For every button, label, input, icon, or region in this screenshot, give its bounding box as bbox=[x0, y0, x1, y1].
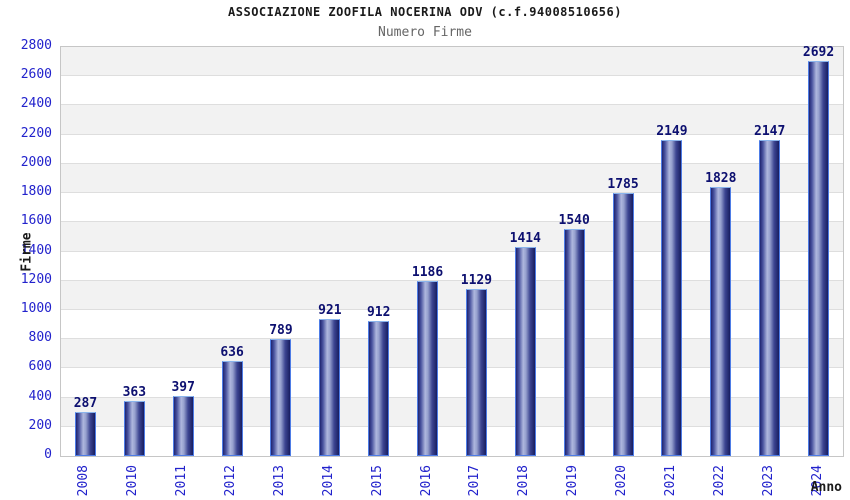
gridline bbox=[61, 75, 843, 77]
x-tick-label: 2011 bbox=[174, 465, 190, 497]
x-tick-label: 2008 bbox=[76, 465, 92, 497]
y-tick-label: 1200 bbox=[20, 271, 52, 287]
plot-area: 287 363 397 636 789 921 912 1186 1129 1414 1540 178… bbox=[60, 46, 844, 457]
bar-value-label: 789 bbox=[269, 323, 293, 338]
gridline bbox=[61, 338, 843, 340]
bar-2024 bbox=[808, 61, 830, 456]
bar-2015 bbox=[368, 321, 390, 456]
x-tick-label: 2015 bbox=[369, 465, 385, 497]
x-axis-title: Anno bbox=[810, 480, 842, 495]
plot-band bbox=[61, 47, 843, 77]
y-tick-label: 2800 bbox=[20, 38, 52, 53]
bar-value-label: 912 bbox=[366, 305, 391, 320]
x-tick-label: 2020 bbox=[614, 465, 630, 497]
y-tick-label: 2000 bbox=[20, 154, 52, 170]
bar-2008 bbox=[74, 412, 96, 456]
x-tick-label: 2012 bbox=[223, 465, 239, 497]
gridline bbox=[61, 133, 843, 135]
x-tick-label: 2018 bbox=[516, 465, 532, 497]
y-tick-label: 800 bbox=[28, 330, 52, 346]
chart-subtitle: Numero Firme bbox=[378, 25, 472, 40]
y-tick-label: 1800 bbox=[20, 184, 52, 200]
y-tick-label: 1400 bbox=[20, 242, 52, 258]
bar-2010 bbox=[123, 401, 145, 456]
gridline bbox=[61, 192, 843, 194]
x-tick-label: 2022 bbox=[711, 465, 727, 497]
bar-value-label: 921 bbox=[318, 303, 342, 318]
bar-2016 bbox=[417, 281, 439, 456]
bar-2019 bbox=[563, 229, 585, 456]
x-tick-label: 2017 bbox=[467, 465, 483, 497]
x-axis: 2008 2010 2011 2012 2013 2014 2015 2016 2017 2018… bbox=[60, 461, 842, 500]
bar-value-label: 2147 bbox=[754, 124, 786, 139]
y-tick-label: 600 bbox=[28, 359, 52, 375]
gridline bbox=[61, 221, 843, 223]
gridline bbox=[61, 396, 843, 398]
y-axis-title: Firme bbox=[19, 232, 35, 272]
x-tick-label: 2019 bbox=[565, 465, 581, 497]
x-tick-label: 2013 bbox=[271, 465, 287, 497]
y-tick-label: 1600 bbox=[20, 213, 52, 229]
x-tick-label: 2014 bbox=[320, 465, 336, 497]
gridline bbox=[61, 250, 843, 252]
bar-value-label: 1540 bbox=[558, 213, 590, 228]
bar-2013 bbox=[270, 339, 292, 456]
y-tick-label: 2600 bbox=[20, 67, 52, 83]
bar-2021 bbox=[661, 140, 683, 456]
gridline bbox=[61, 367, 843, 369]
y-tick-label: 200 bbox=[28, 417, 52, 433]
bar-2014 bbox=[319, 319, 341, 456]
bar-value-label: 2692 bbox=[802, 45, 835, 60]
bar-value-label: 1129 bbox=[460, 273, 493, 288]
y-tick-label: 1000 bbox=[20, 300, 52, 316]
y-tick-label: 400 bbox=[28, 388, 52, 404]
bar-2022 bbox=[710, 187, 732, 456]
bar-value-label: 397 bbox=[171, 380, 195, 395]
y-tick-label: 0 bbox=[44, 447, 52, 462]
x-tick-label: 2023 bbox=[760, 465, 776, 497]
bar-2023 bbox=[759, 140, 781, 456]
bar-2011 bbox=[172, 396, 194, 456]
bar-2018 bbox=[514, 247, 536, 456]
x-tick-label: 2010 bbox=[125, 465, 141, 497]
x-tick-label: 2021 bbox=[662, 465, 678, 497]
bar-2020 bbox=[612, 193, 634, 456]
x-tick-label: 2016 bbox=[418, 465, 434, 497]
plot-band bbox=[61, 105, 843, 135]
bar-2012 bbox=[221, 361, 243, 456]
bar-value-label: 1186 bbox=[411, 265, 444, 280]
bar-value-label: 287 bbox=[73, 396, 98, 411]
gridline bbox=[61, 162, 843, 164]
y-tick-label: 2200 bbox=[20, 125, 52, 141]
y-tick-label: 2400 bbox=[20, 96, 52, 112]
bar-2017 bbox=[465, 289, 487, 456]
bar-value-label: 636 bbox=[220, 345, 244, 360]
bar-value-label: 363 bbox=[122, 385, 147, 400]
bar-value-label: 1828 bbox=[705, 171, 737, 186]
chart-title: ASSOCIAZIONE ZOOFILA NOCERINA ODV (c.f.9… bbox=[228, 5, 622, 19]
bar-value-label: 2149 bbox=[656, 124, 688, 139]
gridline bbox=[61, 279, 843, 281]
gridline bbox=[61, 425, 843, 427]
bar-value-label: 1414 bbox=[509, 231, 541, 246]
gridline bbox=[61, 308, 843, 310]
gridline bbox=[61, 104, 843, 106]
bar-value-label: 1785 bbox=[607, 177, 639, 192]
